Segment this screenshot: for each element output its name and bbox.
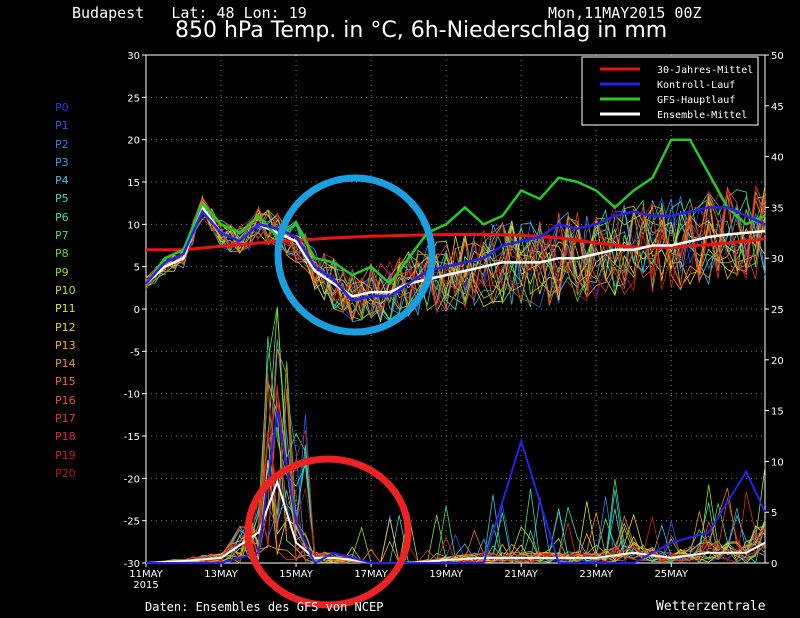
left-tick-label: -30 [124,559,140,570]
legend-label: 30-Jahres-Mittel [657,65,753,76]
left-tick-label: -15 [124,432,140,443]
x-tick-label: 17MAY [354,569,388,580]
data-source-note: Daten: Ensembles des GFS von NCEP [145,600,384,614]
member-label-p7: P7 [55,229,69,243]
member-temp-line-p18 [145,191,766,318]
x-tick-label: 19MAY [429,569,463,580]
right-tick-label: 30 [771,254,784,265]
right-tick-label: 45 [771,102,784,113]
left-tick-label: -20 [124,474,140,485]
location-header: Budapest Lat: 48 Lon: 19 [72,4,307,22]
forecast-datetime: Mon,11MAY2015 00Z [548,4,702,22]
member-label-p1: P1 [55,119,69,133]
right-tick-label: 20 [771,356,784,367]
left-tick-label: 10 [127,220,140,231]
legend-label: Kontroll-Lauf [657,80,735,91]
member-label-p18: P18 [55,430,76,444]
right-tick-label: 0 [771,559,777,570]
member-label-p16: P16 [55,393,76,407]
x-tick-label: 25MAY [654,569,688,580]
member-label-p13: P13 [55,338,76,352]
annotation-circle-blue [274,174,436,336]
chart-series [144,138,766,565]
member-label-p19: P19 [55,448,76,462]
member-temp-line-p7 [145,189,766,320]
member-label-p10: P10 [55,283,76,297]
member-label-p0: P0 [55,101,69,114]
member-temp-line-p8 [145,191,766,323]
right-tick-label: 25 [771,305,784,316]
series-ensemble-mittel-niederschlag [145,478,766,564]
member-temp-line-p1 [145,196,766,321]
member-temp-line-p6 [145,190,766,321]
member-label-p11: P11 [55,302,76,316]
left-tick-label: 25 [127,93,140,104]
left-tick-label: 15 [127,178,140,189]
left-tick-label: 0 [134,305,140,316]
member-precip-line-p20 [145,384,766,564]
x-tick-label: 13MAY [204,569,238,580]
member-label-p14: P14 [55,357,76,371]
legend-label: GFS-Hauptlauf [657,95,735,106]
member-temp-line-p5 [145,194,766,320]
x-tick-label: 21MAY [504,569,538,580]
chart-axes: 302520151050-5-10-15-20-25-3050454035302… [124,51,784,591]
left-tick-label: -10 [124,390,140,401]
ensemble-member-list: P0 P1 P2 P3 P4 P5 P6 P7 P8 P9 P10 P11 P12 P13 P14 P15 P1… [55,101,95,485]
x-tick-label: 15MAY [279,569,313,580]
member-label-p20: P20 [55,466,76,480]
member-label-p3: P3 [55,155,69,169]
x-tick-label: 23MAY [579,569,613,580]
member-label-p5: P5 [55,192,69,206]
left-tick-label: -25 [124,517,140,528]
member-temp-line-p10 [145,198,766,320]
left-tick-label: 20 [127,136,140,147]
series-gfs-hauptlauf [144,138,766,286]
member-precip-line-p3 [145,339,766,564]
series-kontroll-lauf-niederschlag [146,410,766,565]
chart-annotations [244,174,436,609]
chart-title: 850 hPa Temp. in °C, 6h-Niederschlag in … [175,18,668,43]
member-label-p2: P2 [55,137,69,151]
member-label-p9: P9 [55,265,69,279]
member-label-p6: P6 [55,210,69,224]
series-kontroll-lauf [145,206,766,302]
legend-label: Ensemble-Mittel [657,110,747,121]
member-label-p4: P4 [55,174,69,188]
member-temp-line-p11 [145,195,766,308]
right-tick-label: 10 [771,457,784,468]
right-tick-label: 50 [771,51,784,62]
member-temp-line-p14 [145,192,766,321]
left-tick-label: 5 [134,263,140,274]
annotation-circle-red [244,455,412,609]
member-label-p12: P12 [55,320,76,334]
x-tick-label: 11MAY [129,569,163,580]
member-precip-line-p8 [145,361,766,564]
x-tick-year: 2015 [133,580,158,591]
right-tick-label: 40 [771,153,784,164]
left-tick-label: 30 [127,51,140,62]
member-label-p15: P15 [55,375,76,389]
right-tick-label: 15 [771,407,784,418]
brand-watermark: Wetterzentrale [656,599,766,614]
member-label-p8: P8 [55,247,69,261]
left-tick-label: -5 [130,347,140,358]
right-tick-label: 5 [771,508,777,519]
series-30-jahres-mittel [146,233,766,252]
chart-legend: 30-Jahres-Mittel Kontroll-Lauf GFS-Hauptla… [581,56,759,126]
member-precip-line-p12 [145,459,766,564]
member-precip-line-p11 [145,463,766,564]
member-temp-line-p3 [145,191,766,323]
member-temp-line-p19 [145,193,766,308]
member-label-p17: P17 [55,412,76,426]
right-tick-label: 35 [771,203,784,214]
member-temp-line-p17 [145,188,766,309]
